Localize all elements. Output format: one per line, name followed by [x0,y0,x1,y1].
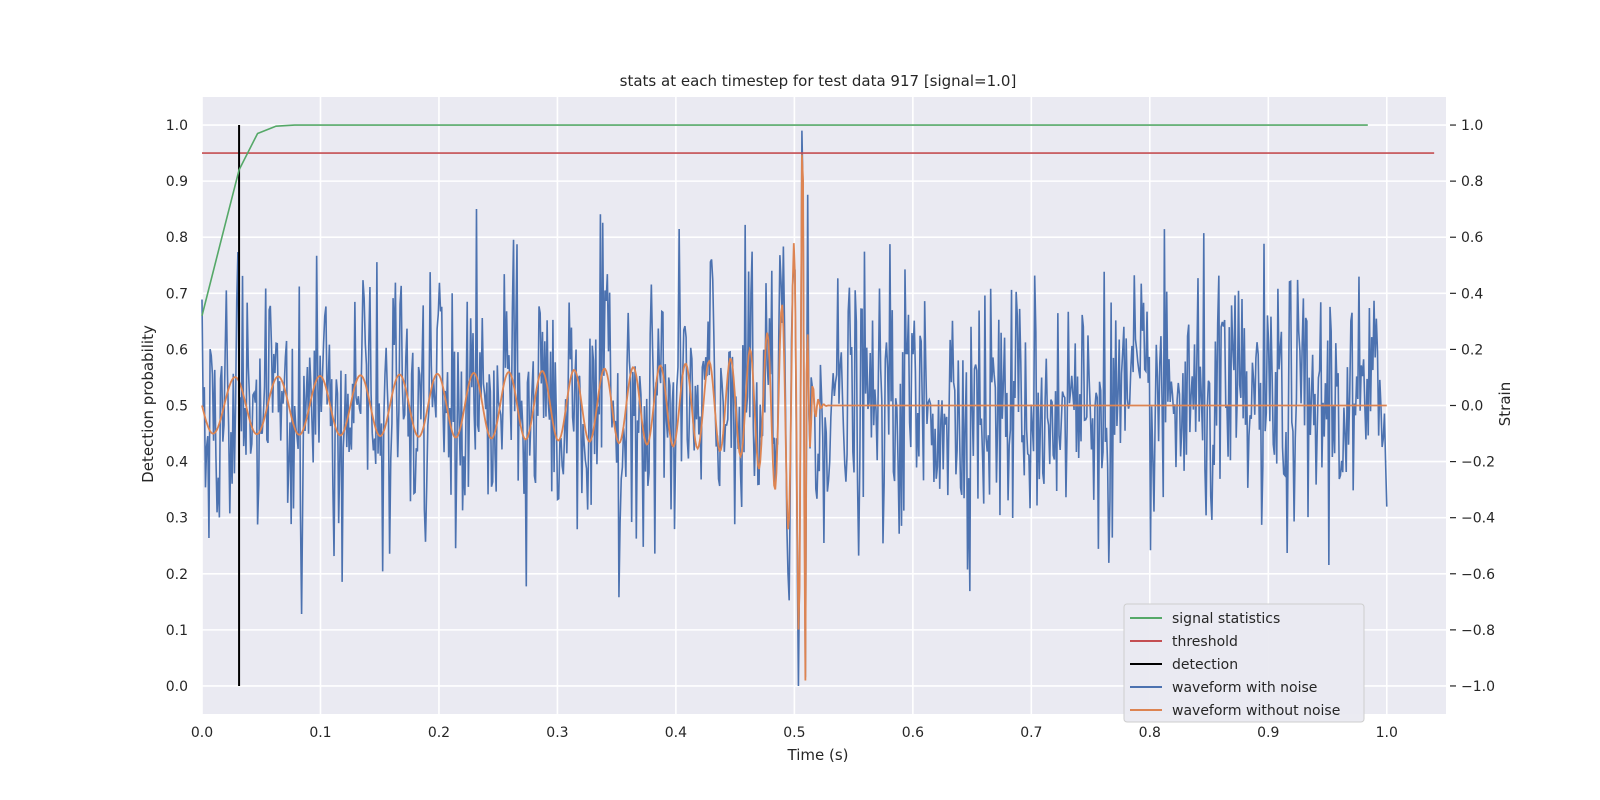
y-left-tick-label: 0.6 [166,342,188,358]
y-left-tick-label: 1.0 [166,118,188,134]
y-left-tick-label: 0.3 [166,511,188,527]
series-signal-statistics [201,124,1368,316]
y-axis-right-label: Strain [1496,382,1514,426]
legend: signal statistics threshold detection wavef… [1123,603,1365,723]
y-right-tick-label: 0.4 [1461,286,1483,302]
legend-label: waveform without noise [1172,703,1340,719]
legend-label: detection [1172,657,1238,673]
y-left-tick-label: 0.4 [166,455,188,471]
y-left-tick-label: 0.8 [166,230,188,246]
y-axis-left-label: Detection probability [139,325,157,483]
x-tick-label: 0.6 [902,725,924,741]
y-right-tick-label: 1.0 [1461,118,1483,134]
y-right-tick-label: −0.6 [1461,567,1495,583]
y-left-tick-label: 0.9 [166,174,188,190]
y-right-tick-label: −1.0 [1461,679,1495,695]
chart-title: stats at each timestep for test data 917… [620,72,1017,90]
legend-label: signal statistics [1172,611,1280,627]
y-right-tick-label: −0.4 [1461,511,1495,527]
x-tick-label: 0.9 [1257,725,1279,741]
legend-label: waveform with noise [1172,680,1317,696]
series-waveform-without-noise [201,154,1387,681]
y-right-tick-label: −0.8 [1461,623,1495,639]
y-left-tick-label: 0.0 [166,679,188,695]
x-tick-label: 0.2 [428,725,450,741]
legend-label: threshold [1172,634,1238,650]
x-tick-label: 1.0 [1376,725,1398,741]
y-left-tick-label: 0.2 [166,567,188,583]
x-axis-label: Time (s) [787,746,849,764]
x-tick-label: 0.7 [1020,725,1042,741]
x-tick-label: 0.5 [783,725,805,741]
x-tick-label: 0.4 [665,725,687,741]
y-right-tick-label: 0.8 [1461,174,1483,190]
y-right-tick-label: 0.6 [1461,230,1483,246]
y-right-tick-label: 0.2 [1461,342,1483,358]
y-right-tick-label: 0.0 [1461,399,1483,415]
y-left-tick-label: 0.5 [166,399,188,415]
y-right-tick-label: −0.2 [1461,455,1495,471]
x-tick-label: 0.3 [546,725,568,741]
x-tick-label: 0.8 [1139,725,1161,741]
series-layer [201,124,1435,686]
y-left-tick-label: 0.7 [166,286,188,302]
tick-layer: 0.0 0.1 0.2 0.3 0.4 0.5 0.6 0.7 0.8 0.9 1.0 0.0 0.1 0… [166,118,1495,741]
x-tick-label: 0.0 [191,725,213,741]
legend-box [1123,603,1365,723]
y-left-tick-label: 0.1 [166,623,188,639]
x-tick-label: 0.1 [309,725,331,741]
